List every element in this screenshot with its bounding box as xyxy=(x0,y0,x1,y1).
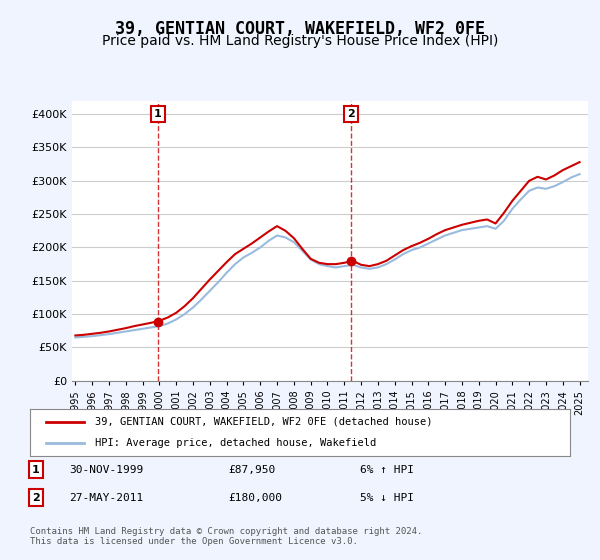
Text: 1: 1 xyxy=(32,465,40,475)
Text: 39, GENTIAN COURT, WAKEFIELD, WF2 0FE (detached house): 39, GENTIAN COURT, WAKEFIELD, WF2 0FE (d… xyxy=(95,417,432,427)
Text: 39, GENTIAN COURT, WAKEFIELD, WF2 0FE: 39, GENTIAN COURT, WAKEFIELD, WF2 0FE xyxy=(115,20,485,38)
Text: Contains HM Land Registry data © Crown copyright and database right 2024.
This d: Contains HM Land Registry data © Crown c… xyxy=(30,526,422,546)
Text: 30-NOV-1999: 30-NOV-1999 xyxy=(69,465,143,475)
Text: 27-MAY-2011: 27-MAY-2011 xyxy=(69,493,143,503)
Text: £180,000: £180,000 xyxy=(228,493,282,503)
Text: 5% ↓ HPI: 5% ↓ HPI xyxy=(360,493,414,503)
Text: 6% ↑ HPI: 6% ↑ HPI xyxy=(360,465,414,475)
Text: HPI: Average price, detached house, Wakefield: HPI: Average price, detached house, Wake… xyxy=(95,438,376,448)
Text: 2: 2 xyxy=(347,109,355,119)
Text: Price paid vs. HM Land Registry's House Price Index (HPI): Price paid vs. HM Land Registry's House … xyxy=(102,34,498,48)
Text: £87,950: £87,950 xyxy=(228,465,275,475)
Text: 1: 1 xyxy=(154,109,162,119)
Text: 2: 2 xyxy=(32,493,40,503)
